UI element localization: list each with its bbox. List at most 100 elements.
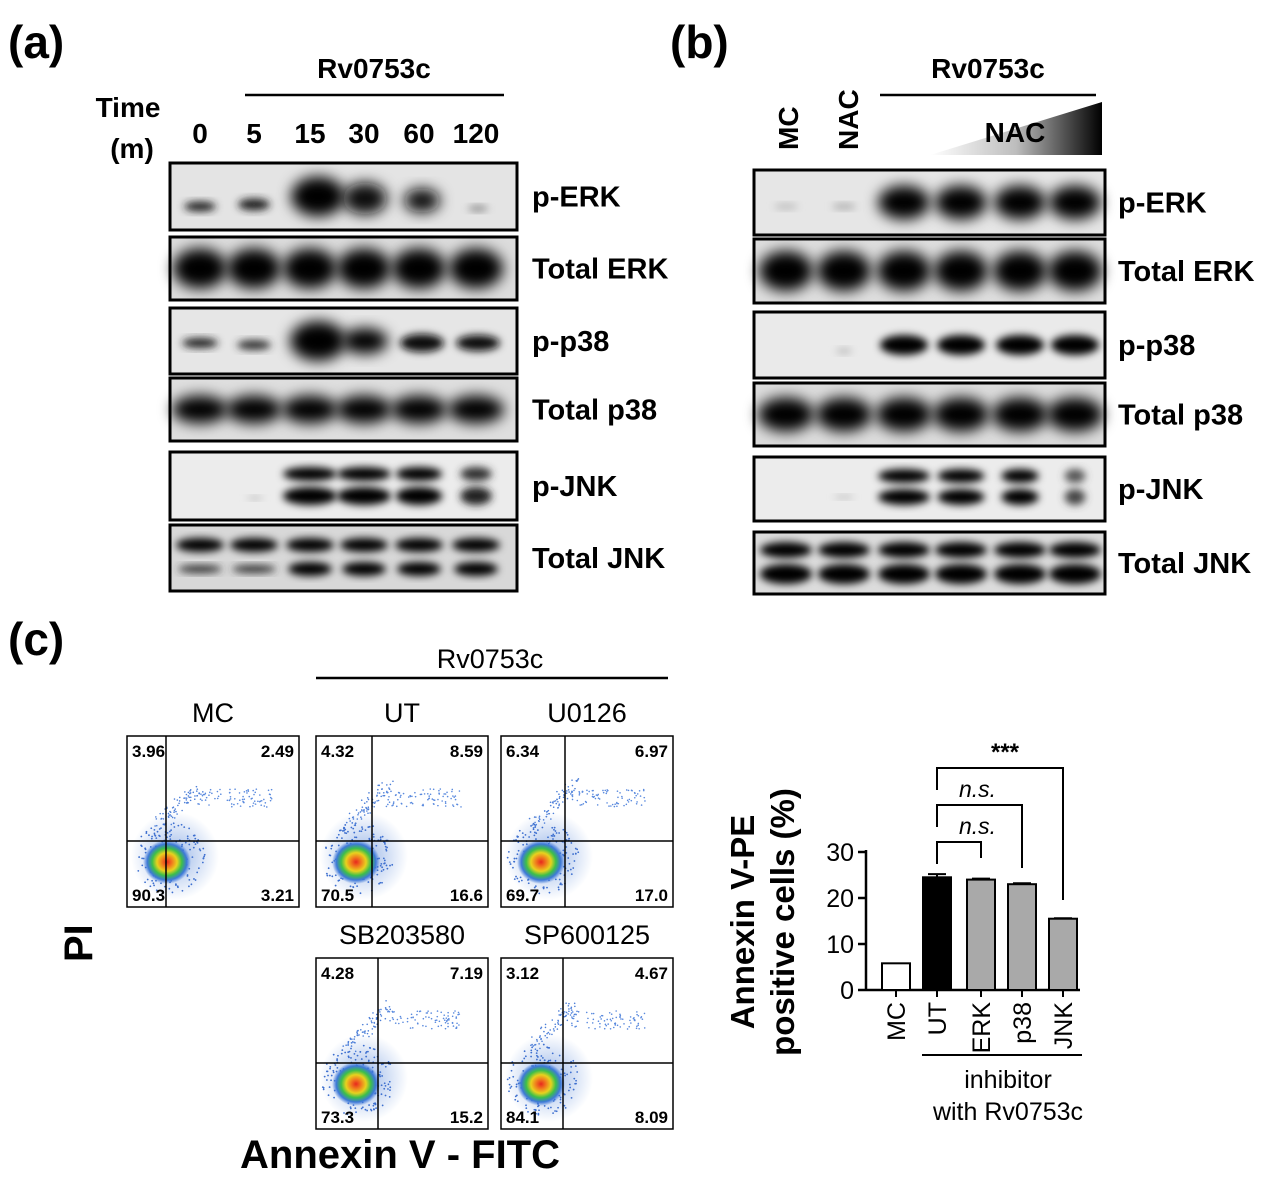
western-band <box>342 328 388 354</box>
cell-event-dot <box>233 803 235 806</box>
cell-event-dot <box>373 1056 376 1059</box>
cell-event-dot <box>376 794 378 797</box>
cell-event-dot <box>563 1011 566 1013</box>
cell-event-dot <box>337 833 340 836</box>
cell-event-dot <box>349 820 351 822</box>
cell-event-dot <box>175 884 177 886</box>
cell-event-dot <box>510 1085 513 1088</box>
time-label: Time <box>96 92 161 123</box>
cell-event-dot <box>188 843 191 846</box>
cell-event-dot <box>388 1095 391 1098</box>
cell-event-dot <box>352 818 355 820</box>
cell-event-dot <box>328 874 331 877</box>
cell-event-dot <box>350 1045 353 1047</box>
cell-event-dot <box>538 820 540 823</box>
cell-event-dot <box>389 864 391 867</box>
cell-event-dot <box>188 878 191 881</box>
cell-event-dot <box>351 822 354 824</box>
chart-y-tick-label: 0 <box>840 977 854 1005</box>
cell-event-dot <box>599 1022 601 1025</box>
cell-event-dot <box>535 1054 538 1057</box>
cell-event-dot <box>608 1011 611 1014</box>
cell-event-dot <box>547 1107 550 1110</box>
panel-a-treatment: Rv0753c <box>317 53 431 84</box>
cell-event-dot <box>546 1032 548 1035</box>
chart-category-label: UT <box>924 1002 952 1035</box>
cell-event-dot <box>512 1075 515 1078</box>
quadrant-lower-right-value: 17.0 <box>635 886 668 905</box>
cell-event-dot <box>397 1022 400 1025</box>
cell-event-dot <box>171 891 174 894</box>
cell-event-dot <box>349 1106 352 1108</box>
cell-event-dot <box>356 1032 359 1035</box>
cell-event-dot <box>388 1080 391 1083</box>
cell-event-dot <box>452 795 454 797</box>
cell-event-dot <box>568 1010 570 1013</box>
blot-label: Total ERK <box>532 254 668 286</box>
cell-event-dot <box>345 821 348 824</box>
cell-event-dot <box>148 834 150 837</box>
western-band <box>758 397 814 432</box>
cell-event-dot <box>400 802 403 805</box>
cell-event-dot <box>546 886 548 889</box>
cell-event-dot <box>561 801 564 803</box>
western-band <box>937 489 985 505</box>
cell-event-dot <box>197 867 200 870</box>
western-band <box>391 395 447 424</box>
cell-event-dot <box>376 792 379 794</box>
quadrant-lower-right-value: 16.6 <box>450 886 483 905</box>
cell-event-dot <box>395 805 398 808</box>
blot-label: Total JNK <box>1118 548 1251 580</box>
cell-event-dot <box>341 1049 344 1051</box>
cell-event-dot <box>598 798 601 800</box>
cell-event-dot <box>422 1017 425 1020</box>
cell-event-dot <box>349 885 352 888</box>
cell-event-dot <box>570 1012 573 1014</box>
cell-event-dot <box>556 790 558 793</box>
cell-event-dot <box>141 864 144 867</box>
cell-event-dot <box>368 1016 371 1019</box>
cell-event-dot <box>456 1022 458 1025</box>
cell-event-dot <box>554 1023 557 1026</box>
cell-event-dot <box>570 842 573 844</box>
cell-event-dot <box>383 859 386 862</box>
cell-event-dot <box>350 826 353 829</box>
cell-event-dot <box>214 797 216 800</box>
cell-event-dot <box>146 878 149 881</box>
cell-event-dot <box>373 1102 375 1105</box>
cell-event-dot <box>568 1008 570 1010</box>
cell-event-dot <box>552 1028 555 1030</box>
cell-event-dot <box>437 804 439 807</box>
cell-event-dot <box>629 1016 632 1018</box>
cell-event-dot <box>551 1033 553 1036</box>
cell-event-dot <box>565 1011 568 1014</box>
cell-event-dot <box>541 1040 543 1043</box>
cell-event-dot <box>610 805 612 807</box>
cell-event-dot <box>388 1010 391 1013</box>
cell-event-dot <box>566 790 568 792</box>
cell-event-dot <box>375 1018 378 1020</box>
cell-event-dot <box>366 797 369 799</box>
cell-event-dot <box>366 1032 369 1035</box>
cell-event-dot <box>363 811 365 813</box>
cell-event-dot <box>166 831 169 834</box>
cell-event-dot <box>381 866 384 869</box>
cell-event-dot <box>270 788 273 791</box>
cell-event-dot <box>514 1098 517 1101</box>
flow-plot-title: SB203580 <box>339 920 465 950</box>
quadrant-lower-right-value: 15.2 <box>450 1108 483 1127</box>
cell-event-dot <box>517 849 520 852</box>
cell-event-dot <box>614 1024 617 1026</box>
cell-event-dot <box>178 800 181 802</box>
cell-event-dot <box>535 1112 537 1115</box>
cell-event-dot <box>356 885 359 888</box>
cell-event-dot <box>568 1089 570 1092</box>
cell-event-dot <box>209 788 212 791</box>
cell-event-dot <box>364 1108 367 1111</box>
quadrant-lower-right-value: 3.21 <box>261 886 294 905</box>
cell-event-dot <box>379 1071 382 1074</box>
cell-event-dot <box>344 1051 347 1054</box>
cell-event-dot <box>568 1083 571 1086</box>
cell-event-dot <box>267 789 270 792</box>
cell-event-dot <box>387 1088 389 1090</box>
